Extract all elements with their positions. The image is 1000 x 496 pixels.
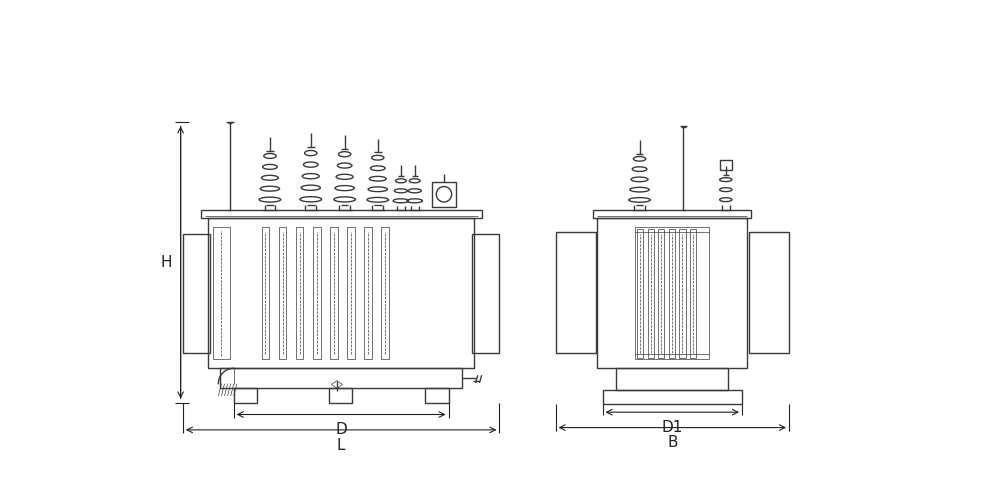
Bar [213,227,230,359]
Bar [364,227,372,359]
Bar [556,232,596,353]
Bar [472,234,499,353]
Bar [658,229,664,358]
Bar [234,387,257,403]
Bar [635,227,709,359]
Bar [347,227,355,359]
Bar [669,229,675,358]
Bar [648,229,654,358]
Bar [597,218,747,369]
Text: D1: D1 [662,420,683,435]
Bar [637,229,643,358]
Text: H: H [161,255,172,270]
Bar [313,227,321,359]
Bar [432,182,456,207]
Bar [679,229,686,358]
Bar [603,390,742,404]
Bar [183,234,210,353]
Bar [425,387,449,403]
Bar [381,227,389,359]
Bar [262,227,269,359]
Bar [720,160,732,171]
Bar [220,369,462,387]
Bar [279,227,286,359]
Bar [208,218,474,369]
Bar [616,369,728,390]
Bar [296,227,303,359]
Bar [201,210,482,218]
Bar [749,232,789,353]
Bar [593,210,751,218]
Bar [329,387,352,403]
Text: D: D [335,422,347,437]
Text: L: L [337,437,345,452]
Bar [690,229,696,358]
Text: B: B [667,435,678,450]
Bar [330,227,338,359]
